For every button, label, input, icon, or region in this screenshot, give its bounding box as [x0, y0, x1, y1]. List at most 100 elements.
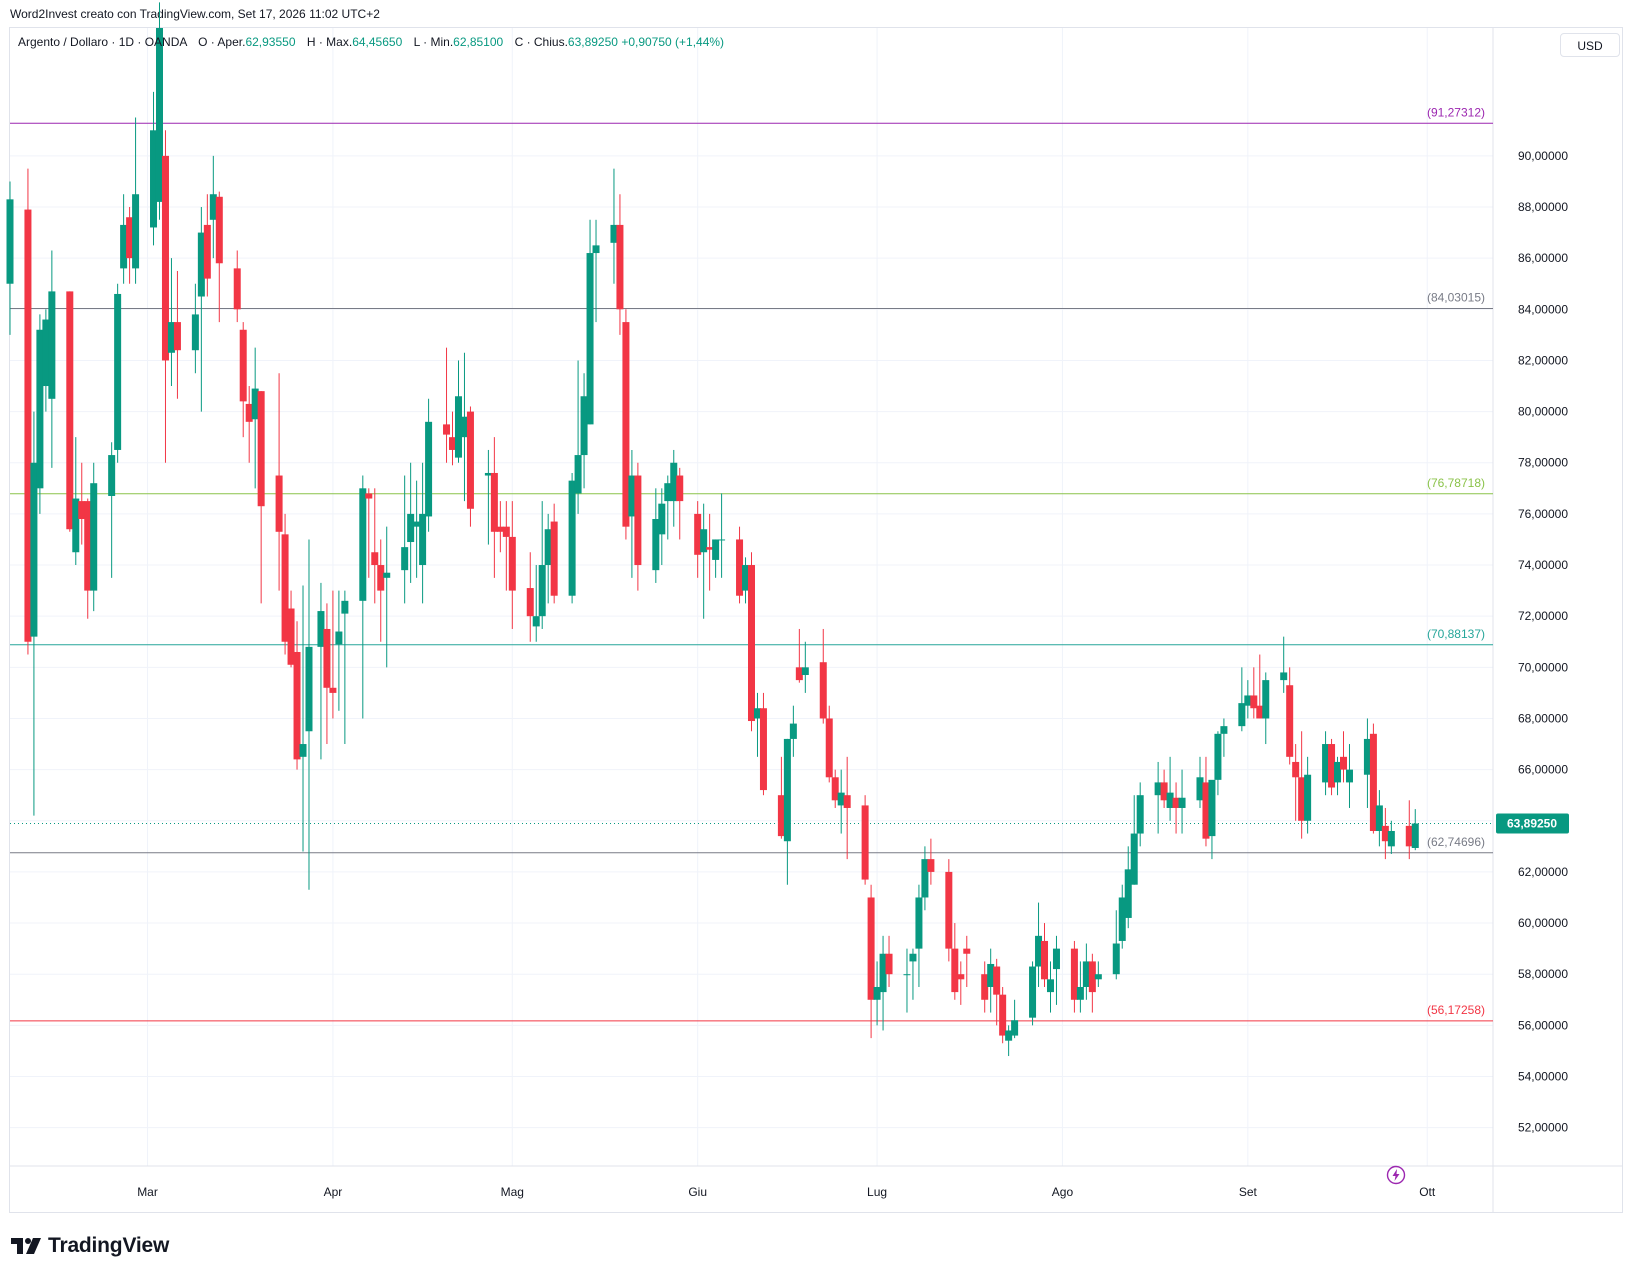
candle-body	[484, 472, 492, 476]
legend-open-label: O · Aper.	[198, 35, 246, 49]
candle-body	[161, 155, 169, 361]
candle-body	[341, 600, 349, 614]
level-label: (70,88137)	[1427, 627, 1485, 641]
x-tick-label: Ott	[1419, 1185, 1436, 1199]
level-label: (76,78718)	[1427, 476, 1485, 490]
candle-body	[676, 475, 684, 502]
candle-body	[1154, 782, 1162, 796]
candle-body	[191, 314, 199, 351]
y-tick-label: 66,00000	[1518, 763, 1568, 777]
candle-body	[413, 521, 421, 527]
candle-body	[1029, 966, 1037, 1018]
candle-body	[42, 319, 50, 387]
y-tick-label: 70,00000	[1518, 660, 1568, 674]
y-tick-label: 74,00000	[1518, 558, 1568, 572]
candle-body	[652, 519, 660, 571]
x-tick-label: Mag	[501, 1185, 524, 1199]
y-tick-label: 80,00000	[1518, 405, 1568, 419]
tradingview-logo-text: TradingView	[48, 1234, 170, 1257]
candle-body	[305, 646, 313, 732]
candle-body	[114, 293, 122, 450]
candle-body	[610, 224, 618, 243]
candle-body	[215, 196, 223, 264]
candle-body	[789, 723, 797, 739]
candle-body	[1052, 948, 1060, 970]
candle-body	[401, 547, 409, 571]
candle-body	[108, 455, 116, 496]
candle-body	[1363, 738, 1371, 775]
candle-body	[1088, 961, 1096, 993]
candle-body	[1256, 705, 1264, 719]
candle-body	[1202, 782, 1210, 839]
y-tick-label: 72,00000	[1518, 609, 1568, 623]
candle-body	[78, 501, 86, 520]
level-label: (56,17258)	[1427, 1003, 1485, 1017]
legend-high-label: H · Max.	[306, 35, 353, 49]
candle-body	[1345, 769, 1353, 783]
candle-body	[1094, 974, 1102, 980]
candle-body	[664, 483, 672, 502]
candle-body	[1286, 685, 1294, 757]
y-tick-label: 60,00000	[1518, 916, 1568, 930]
candle-body	[209, 194, 217, 220]
y-tick-label: 88,00000	[1518, 200, 1568, 214]
candle-body	[1340, 756, 1348, 770]
candle-body	[1262, 680, 1270, 719]
candle-body	[72, 498, 80, 553]
candle-body	[155, 28, 163, 202]
candle-body	[1298, 777, 1306, 821]
candle-body	[628, 475, 636, 517]
candle-body	[586, 253, 594, 425]
candle-body	[36, 329, 44, 489]
chart-caption: Word2Invest creato con TradingView.com, …	[10, 7, 380, 21]
candle-body	[317, 611, 325, 647]
lightning-icon[interactable]	[1386, 1165, 1406, 1185]
y-tick-label: 54,00000	[1518, 1069, 1568, 1083]
candle-body	[670, 462, 678, 502]
candle-body	[1208, 779, 1216, 837]
candle-body	[407, 513, 415, 543]
y-tick-label: 78,00000	[1518, 456, 1568, 470]
candle-body	[335, 631, 343, 645]
candle-body	[843, 795, 851, 808]
candle-body	[1005, 1030, 1013, 1041]
candle-body	[281, 534, 289, 642]
currency-button[interactable]: USD	[1560, 33, 1620, 57]
candle-body	[1172, 797, 1180, 808]
candle-body	[203, 224, 211, 279]
candle-body	[1046, 979, 1054, 993]
legend-open-value: 62,93550	[245, 35, 296, 49]
y-tick-label: 76,00000	[1518, 507, 1568, 521]
candle-body	[1160, 782, 1168, 801]
candle-body	[460, 416, 468, 438]
candle-body	[1238, 703, 1246, 727]
candle-body	[1411, 823, 1419, 848]
candle-body	[1076, 986, 1084, 1000]
candle-body	[867, 897, 875, 1000]
candle-body	[257, 391, 265, 507]
candle-body	[239, 329, 247, 402]
candle-body	[1196, 777, 1204, 801]
candle-body	[287, 608, 295, 665]
x-tick-label: Set	[1239, 1185, 1258, 1199]
candle-body	[592, 245, 600, 254]
candle-body	[1166, 792, 1174, 808]
chart-frame	[9, 27, 1623, 1213]
candle-body	[502, 526, 510, 537]
candle-body	[323, 628, 331, 688]
candle-body	[831, 777, 839, 801]
candle-body	[753, 708, 761, 719]
candle-body	[568, 480, 576, 596]
candle-body	[550, 521, 558, 596]
candle-body	[634, 475, 642, 566]
tradingview-logo[interactable]: TradingView	[11, 1234, 169, 1258]
candle-body	[90, 483, 98, 591]
legend-symbol[interactable]: Argento / Dollaro · 1D · OANDA	[18, 35, 187, 49]
candle-body	[1405, 825, 1413, 847]
candle-body	[903, 974, 911, 976]
ohlc-legend: Argento / Dollaro · 1D · OANDA O · Aper.…	[18, 35, 724, 49]
candle-body	[981, 974, 989, 1000]
candle-body	[150, 130, 158, 228]
tradingview-logo-icon	[11, 1238, 41, 1254]
